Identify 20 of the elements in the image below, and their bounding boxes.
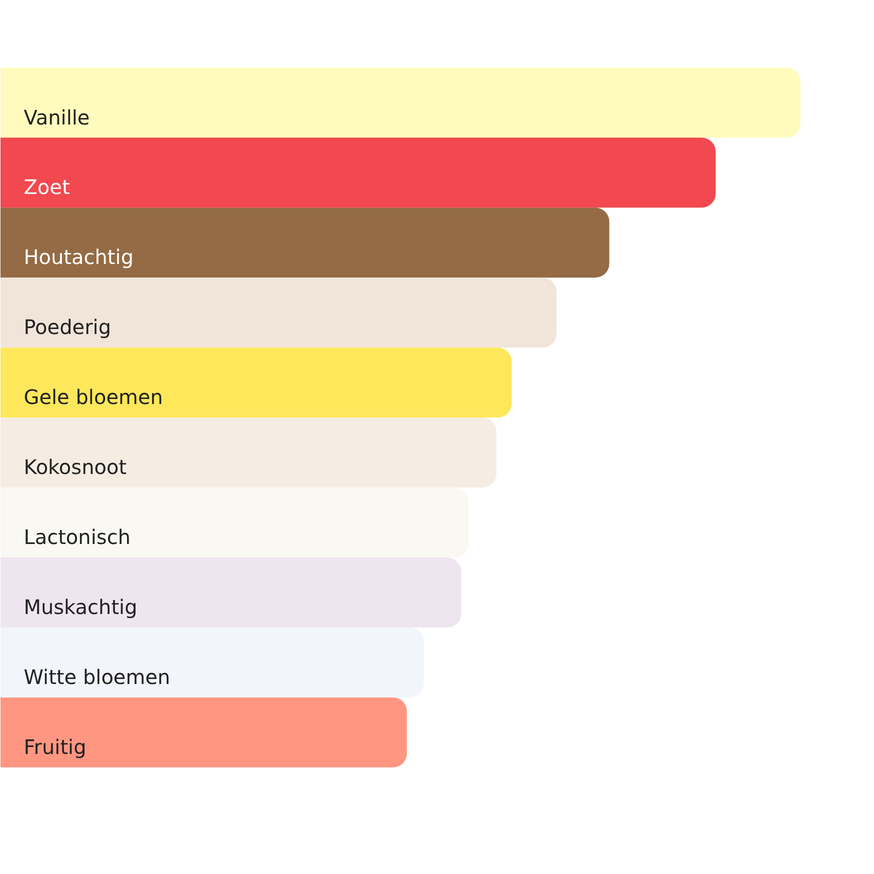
y-tick-label: Fruitig <box>24 735 86 760</box>
y-tick-label: Zoet <box>24 175 70 200</box>
y-tick-label: Poederig <box>24 315 112 340</box>
bar <box>0 488 468 558</box>
y-tick-label: Gele bloemen <box>24 385 163 410</box>
y-tick-label: Houtachtig <box>24 245 134 270</box>
bar <box>0 68 800 138</box>
bar <box>0 418 496 488</box>
y-tick-label: Muskachtig <box>24 595 138 620</box>
bar <box>0 697 407 768</box>
bar <box>0 138 716 208</box>
bar <box>0 208 610 278</box>
y-tick-label: Witte bloemen <box>24 665 170 690</box>
bar <box>0 627 424 698</box>
y-tick-label: Vanille <box>24 105 90 130</box>
bar <box>0 348 512 418</box>
bar <box>0 558 462 628</box>
y-tick-label: Lactonisch <box>24 525 130 550</box>
y-tick-label: Kokosnoot <box>24 455 127 480</box>
bar <box>0 278 556 348</box>
